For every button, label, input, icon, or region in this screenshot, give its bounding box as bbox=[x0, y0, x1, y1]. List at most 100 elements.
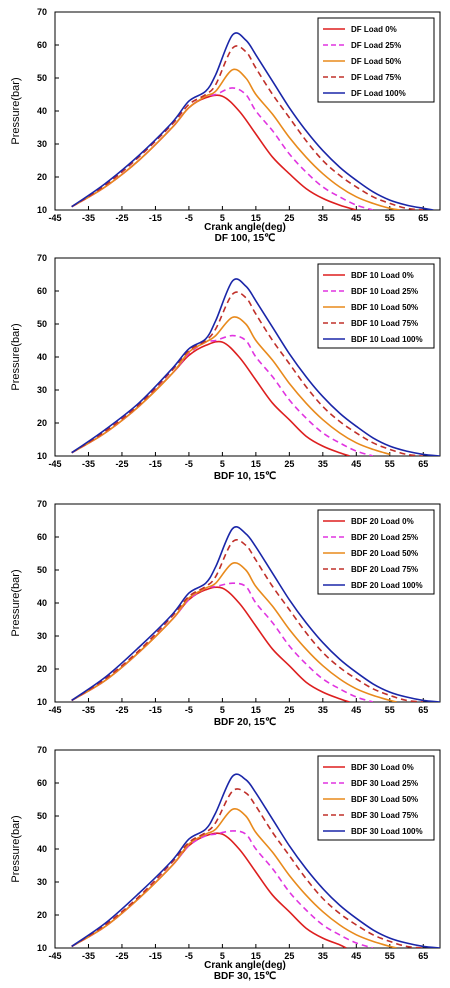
legend-box bbox=[317, 17, 435, 103]
y-tick-label: 40 bbox=[37, 598, 47, 608]
series-line-load-25 bbox=[71, 334, 374, 456]
y-tick-label: 30 bbox=[37, 631, 47, 641]
chart-caption: DF 100, 15℃ bbox=[215, 233, 276, 244]
legend-label: BDF 20 Load 25% bbox=[351, 533, 418, 542]
y-tick-label: 30 bbox=[37, 877, 47, 887]
chart-panel-4: 10 20 30 40 50 60 70 -45 -35 -25 -15 -5 5 15 25 35 45 55 6… bbox=[10, 745, 441, 982]
series-line-load-50 bbox=[71, 316, 391, 456]
y-tick-label: 40 bbox=[37, 106, 47, 116]
x-tick-label: -35 bbox=[82, 213, 95, 223]
y-tick-label: 70 bbox=[37, 7, 47, 17]
y-tick-label: 50 bbox=[37, 565, 47, 575]
x-tick-label: 35 bbox=[318, 459, 328, 469]
y-tick-label: 20 bbox=[37, 910, 47, 920]
series-line-load-50 bbox=[71, 562, 397, 702]
y-tick-label: 30 bbox=[37, 139, 47, 149]
x-tick-label: -45 bbox=[48, 705, 61, 715]
chart-caption: BDF 30, 15℃ bbox=[214, 971, 276, 982]
legend-label: BDF 30 Load 25% bbox=[351, 779, 418, 788]
legend-label: DF Load 25% bbox=[351, 41, 401, 50]
y-axis-label: Pressure(bar) bbox=[10, 323, 22, 390]
y-tick-label: 10 bbox=[37, 943, 47, 953]
x-tick-label: -15 bbox=[149, 951, 162, 961]
x-axis-label: Crank angle(deg) bbox=[204, 960, 286, 971]
x-tick-label: -5 bbox=[185, 213, 193, 223]
x-tick-label: -35 bbox=[82, 951, 95, 961]
legend-label: BDF 20 Load 75% bbox=[351, 565, 418, 574]
y-tick-label: 20 bbox=[37, 664, 47, 674]
x-tick-label: 35 bbox=[318, 951, 328, 961]
x-tick-label: 5 bbox=[220, 705, 225, 715]
x-tick-label: 45 bbox=[351, 459, 361, 469]
x-tick-label: -15 bbox=[149, 459, 162, 469]
chart-panel-1: 10 20 30 40 50 60 70 -45 -35 -25 -15 -5 5 15 25 35 45 55 6… bbox=[10, 7, 441, 244]
x-tick-label: 65 bbox=[418, 705, 428, 715]
x-tick-label: 15 bbox=[251, 213, 261, 223]
legend-label: BDF 10 Load 0% bbox=[351, 271, 414, 280]
legend-label: BDF 20 Load 0% bbox=[351, 517, 414, 526]
x-tick-label: -35 bbox=[82, 459, 95, 469]
series-line-load-100 bbox=[71, 526, 440, 702]
x-tick-label: 55 bbox=[385, 705, 395, 715]
series-line-load-50 bbox=[71, 68, 400, 210]
legend-label: BDF 20 Load 100% bbox=[351, 581, 423, 590]
series-line-load-75 bbox=[71, 291, 424, 456]
x-tick-label: 65 bbox=[418, 459, 428, 469]
chart-panel-3: 10 20 30 40 50 60 70 -45 -35 -25 -15 -5 5 15 25 35 45 55 6… bbox=[10, 499, 441, 728]
legend-label: BDF 10 Load 75% bbox=[351, 319, 418, 328]
x-tick-label: 55 bbox=[385, 213, 395, 223]
x-tick-label: 25 bbox=[284, 459, 294, 469]
legend-label: DF Load 100% bbox=[351, 89, 406, 98]
legend-box bbox=[317, 263, 435, 349]
legend-label: DF Load 0% bbox=[351, 25, 397, 34]
x-tick-label: -15 bbox=[149, 213, 162, 223]
y-tick-label: 70 bbox=[37, 745, 47, 755]
legend-label: BDF 30 Load 75% bbox=[351, 811, 418, 820]
series-line-load-25 bbox=[71, 87, 374, 210]
legend-label: DF Load 75% bbox=[351, 73, 401, 82]
y-tick-label: 70 bbox=[37, 499, 47, 509]
x-tick-label: -5 bbox=[185, 951, 193, 961]
x-axis-label: Crank angle(deg) bbox=[204, 222, 286, 233]
y-tick-label: 50 bbox=[37, 73, 47, 83]
x-tick-label: -5 bbox=[185, 459, 193, 469]
x-tick-label: -15 bbox=[149, 705, 162, 715]
x-tick-label: -35 bbox=[82, 705, 95, 715]
chart-caption: BDF 10, 15℃ bbox=[214, 471, 276, 482]
y-axis-label: Pressure(bar) bbox=[10, 815, 22, 882]
y-tick-label: 60 bbox=[37, 778, 47, 788]
series-line-load-75 bbox=[71, 45, 424, 210]
x-tick-label: 65 bbox=[418, 951, 428, 961]
x-tick-label: 5 bbox=[220, 213, 225, 223]
legend-label: BDF 10 Load 50% bbox=[351, 303, 418, 312]
y-tick-label: 20 bbox=[37, 418, 47, 428]
y-tick-label: 40 bbox=[37, 844, 47, 854]
chart-panel-2: 10 20 30 40 50 60 70 -45 -35 -25 -15 -5 5 15 25 35 45 55 6… bbox=[10, 253, 441, 482]
series-line-load-50 bbox=[71, 808, 397, 948]
y-tick-label: 50 bbox=[37, 319, 47, 329]
x-tick-label: 5 bbox=[220, 459, 225, 469]
series-line-load-0 bbox=[71, 832, 347, 948]
x-tick-label: -25 bbox=[115, 705, 128, 715]
series-line-load-0 bbox=[71, 340, 350, 456]
y-tick-label: 40 bbox=[37, 352, 47, 362]
y-tick-label: 70 bbox=[37, 253, 47, 263]
x-tick-label: 55 bbox=[385, 459, 395, 469]
y-tick-label: 50 bbox=[37, 811, 47, 821]
x-tick-label: -45 bbox=[48, 459, 61, 469]
x-tick-label: 15 bbox=[251, 705, 261, 715]
x-tick-label: -45 bbox=[48, 951, 61, 961]
x-tick-label: -25 bbox=[115, 459, 128, 469]
legend-label: BDF 10 Load 100% bbox=[351, 335, 423, 344]
x-tick-label: 15 bbox=[251, 951, 261, 961]
x-tick-label: 15 bbox=[251, 459, 261, 469]
chart-caption: BDF 20, 15℃ bbox=[214, 717, 276, 728]
y-axis-label: Pressure(bar) bbox=[10, 77, 22, 144]
y-tick-label: 10 bbox=[37, 451, 47, 461]
series-line-load-75 bbox=[71, 788, 424, 948]
series-line-load-100 bbox=[71, 278, 440, 456]
series-line-load-100 bbox=[71, 32, 434, 210]
x-tick-label: 45 bbox=[351, 705, 361, 715]
x-tick-label: 25 bbox=[284, 951, 294, 961]
